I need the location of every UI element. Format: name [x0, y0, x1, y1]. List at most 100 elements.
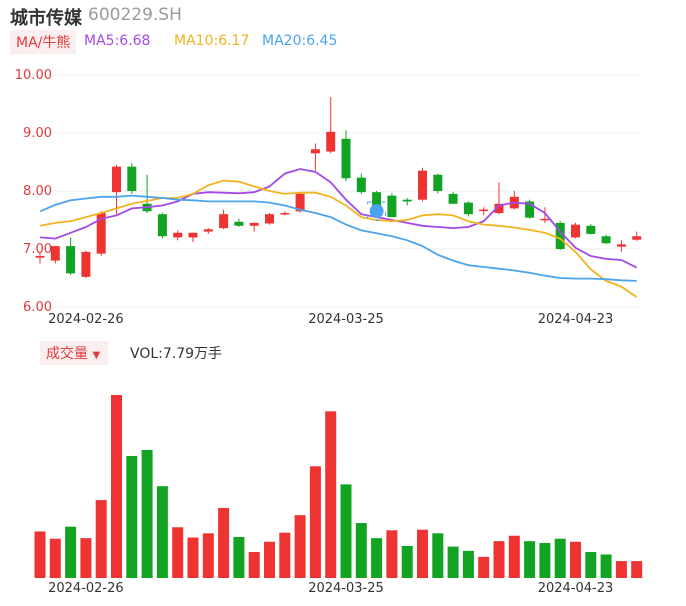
candle: [81, 250, 91, 278]
candle: [387, 193, 397, 218]
volume-bar: [187, 537, 199, 578]
candle: [310, 143, 320, 171]
candle-body: [463, 202, 473, 215]
candle-body: [326, 131, 336, 152]
candle: [509, 191, 519, 210]
volume-bar: [172, 527, 184, 578]
candle: [555, 221, 565, 251]
volume-bar: [478, 556, 490, 578]
candle: [127, 163, 137, 194]
date-label: 2024-02-26: [48, 581, 124, 596]
candle: [540, 207, 550, 223]
candle-body: [96, 213, 106, 254]
candle-body: [265, 214, 274, 224]
candle: [265, 213, 274, 225]
candle-body: [494, 203, 504, 214]
volume-bar: [294, 515, 306, 578]
volume-bar: [570, 541, 581, 578]
volume-bar: [248, 552, 260, 578]
date-label: 2024-03-25: [308, 312, 384, 327]
volume-bar: [462, 550, 474, 578]
volume-bar: [65, 526, 77, 578]
volume-bar: [585, 552, 597, 578]
price-tick-label: 8.00: [23, 184, 52, 199]
volume-bar: [401, 545, 413, 578]
candle: [173, 230, 183, 241]
volume-bar: [554, 538, 566, 578]
candle: [418, 167, 427, 202]
volume-bar: [355, 523, 367, 578]
candle-body: [112, 166, 121, 193]
candle: [249, 222, 259, 232]
ma5-line: [39, 168, 638, 269]
candle-body: [219, 214, 229, 229]
volume-bar: [432, 533, 444, 578]
candle-body: [341, 138, 351, 179]
price-tick-label: 10.00: [15, 68, 52, 83]
volume-bar: [600, 554, 612, 578]
ma-toggle-button[interactable]: MA/牛熊: [10, 30, 77, 54]
candle: [356, 173, 366, 194]
marker-dot: [369, 204, 384, 219]
candle-body: [402, 199, 412, 202]
candle-body: [173, 232, 183, 238]
dropdown-arrow-icon: ▼: [92, 350, 101, 361]
volume-bar: [218, 507, 230, 578]
candle: [463, 201, 473, 217]
candle: [50, 246, 60, 264]
candle-body: [310, 149, 320, 154]
candle-body: [157, 214, 167, 237]
candle-body: [601, 236, 611, 244]
candle: [188, 232, 198, 243]
price-tick-label: 7.00: [23, 242, 52, 257]
volume-bar: [95, 500, 107, 578]
volume-bar: [111, 395, 122, 578]
volume-bar: [493, 541, 505, 578]
candle-body: [525, 201, 535, 218]
candle-body: [632, 236, 642, 240]
ma10-legend: MA10:6.17: [174, 33, 250, 49]
candle: [66, 237, 76, 276]
candle: [234, 218, 244, 227]
candle: [280, 211, 290, 216]
candle: [525, 199, 535, 219]
candle: [616, 240, 626, 252]
candle-body: [81, 251, 91, 277]
candle-body: [448, 193, 458, 204]
date-label: 2024-03-25: [308, 581, 384, 596]
volume-bar: [202, 533, 214, 578]
volume-bar: [156, 486, 168, 578]
volume-bar: [386, 530, 398, 578]
candle: [341, 130, 351, 182]
volume-bar: [126, 456, 138, 578]
volume-bar: [371, 538, 383, 578]
candle-body: [249, 222, 259, 226]
candle: [219, 209, 229, 230]
candle-body: [234, 221, 244, 226]
volume-bar: [508, 535, 520, 578]
volume-bar: [279, 532, 291, 578]
volume-bar: [309, 466, 321, 578]
ma20-legend: MA20:6.45: [262, 33, 338, 49]
price-tick-label: 6.00: [23, 300, 52, 315]
candle: [203, 228, 213, 234]
candle: [632, 231, 642, 241]
candle: [571, 222, 580, 239]
candle: [112, 164, 121, 215]
candle: [601, 234, 611, 245]
date-label: 2024-04-23: [538, 581, 614, 596]
candle: [433, 173, 443, 194]
volume-toggle-button[interactable]: 成交量 ▼: [40, 341, 109, 365]
candle: [35, 251, 45, 264]
candle-body: [616, 244, 626, 247]
date-label: 2024-04-23: [538, 312, 614, 327]
volume-bar: [141, 449, 153, 578]
stock-code: 600229.SH: [88, 5, 182, 25]
candle-body: [540, 218, 550, 221]
date-label: 2024-02-26: [48, 312, 124, 327]
volume-bar: [80, 538, 92, 578]
marker-icon: [367, 201, 387, 221]
candle: [494, 182, 504, 215]
candle-body: [571, 224, 580, 238]
